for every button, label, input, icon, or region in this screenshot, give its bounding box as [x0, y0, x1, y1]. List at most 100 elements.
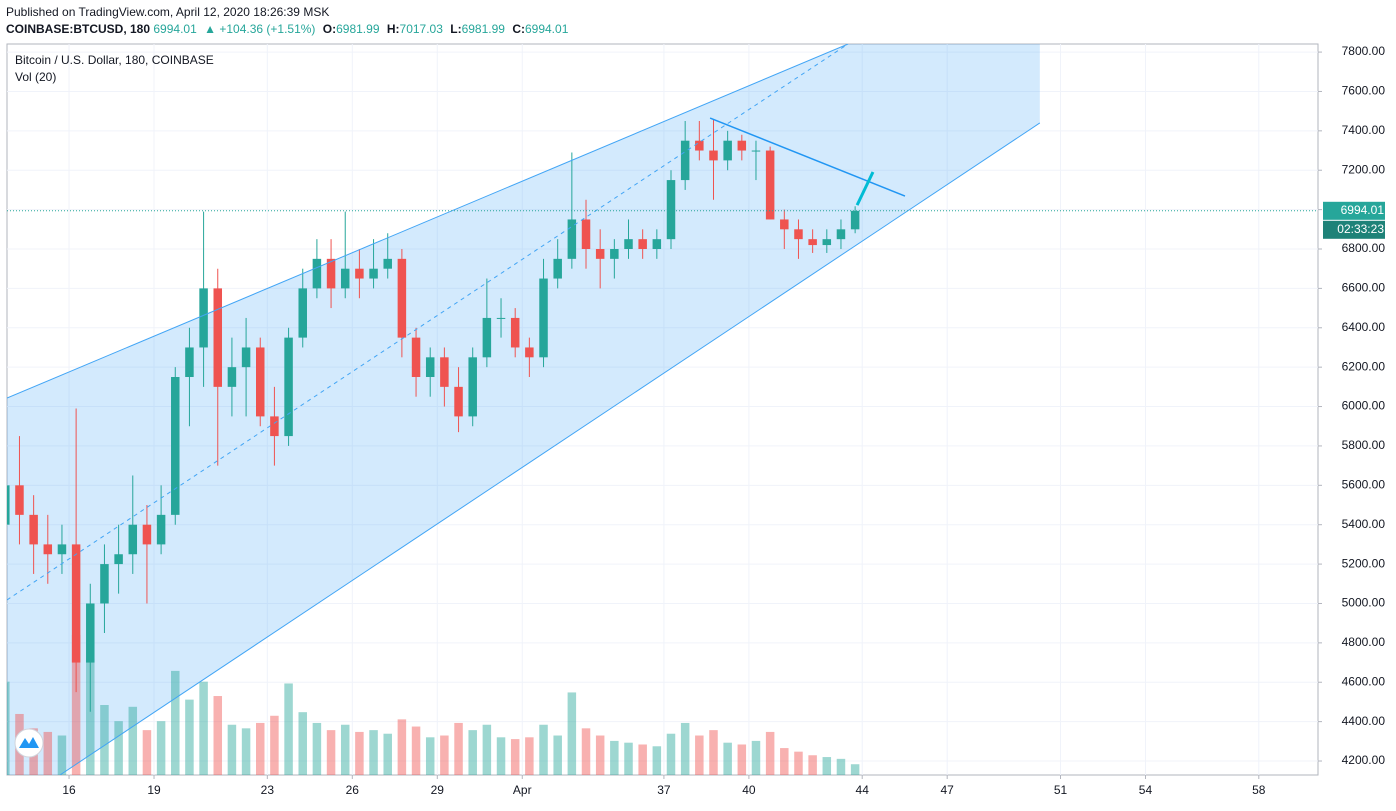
candle-body [340, 268, 350, 289]
volume-bar [355, 731, 364, 775]
candle-body [581, 219, 591, 250]
volume-bar [751, 740, 761, 775]
candle-body [822, 239, 832, 246]
y-tick-label: 5800.00 [1342, 438, 1386, 452]
last-price-box [1323, 201, 1385, 220]
candle-body [71, 544, 81, 663]
candle-body [624, 239, 633, 250]
volume-bar [326, 730, 336, 775]
plot-frame [6, 43, 1319, 776]
countdown-label: 02:33:23 [1337, 222, 1384, 236]
x-tick-label: 44 [856, 783, 870, 797]
candle-body [709, 150, 718, 161]
volume-bar [171, 670, 180, 775]
candle-body [312, 258, 322, 289]
volume-bar [340, 724, 350, 775]
volume-bar [794, 751, 803, 775]
volume-bar [114, 721, 123, 775]
candle-body [850, 210, 860, 230]
candle-body [128, 524, 138, 555]
ohlc-value: 6981.99 [336, 22, 380, 36]
candle-body [751, 150, 761, 152]
volume-bar [652, 746, 662, 775]
candle-body [86, 603, 95, 663]
volume-bar [666, 733, 676, 775]
change: +104.36 (+1.51%) [219, 22, 316, 36]
volume-bar [780, 748, 789, 775]
candle-body [227, 367, 237, 387]
volume-bar [255, 722, 265, 775]
volume-bar [383, 733, 392, 775]
candle-body [29, 514, 38, 545]
volume-bar [440, 735, 449, 775]
volume-bar [822, 757, 832, 775]
candle-body [7, 485, 10, 525]
candle-body [737, 140, 747, 151]
channel-lower [59, 122, 1041, 775]
volume-bar [723, 742, 732, 775]
x-tick-label: 26 [346, 783, 360, 797]
volume-bar [86, 658, 95, 775]
volume-bar [695, 735, 704, 775]
candle-body [425, 357, 435, 378]
y-tick-label: 6800.00 [1342, 241, 1386, 255]
x-tick-label: 58 [1252, 783, 1266, 797]
volume-bar [411, 726, 421, 775]
candle-body [241, 347, 251, 368]
volume-bar [284, 683, 293, 775]
y-tick-label: 5200.00 [1342, 556, 1386, 570]
chart-title: Bitcoin / U.S. Dollar, 180, COINBASE [15, 53, 214, 67]
candle-body [510, 317, 520, 348]
candle-body [553, 258, 562, 279]
volume-bar [709, 730, 718, 775]
published-line: Published on TradingView.com, April 12, … [6, 5, 330, 19]
candle-body [652, 239, 662, 250]
candle-body [270, 416, 279, 437]
candle-body [298, 288, 307, 338]
candle-body [496, 317, 506, 319]
candle-body [284, 337, 293, 437]
volume-bar [142, 730, 152, 775]
candle-body [171, 377, 180, 515]
volume-bar [128, 706, 138, 775]
last-price: 6994.01 [153, 22, 197, 36]
candle-body [114, 554, 123, 565]
candle-body [255, 347, 265, 417]
candle-body [383, 258, 392, 269]
channel-middle [7, 44, 849, 601]
x-tick-label: 54 [1139, 783, 1153, 797]
ohlc-value: 6994.01 [524, 22, 569, 36]
candle-body [43, 544, 53, 555]
candle-body [666, 180, 676, 240]
volume-bar [539, 724, 548, 775]
chart-subtitle: Vol (20) [15, 70, 56, 84]
candle-body [185, 347, 194, 378]
volume-bar [482, 724, 492, 775]
volume-bar [43, 731, 53, 775]
y-tick-label: 7200.00 [1342, 162, 1386, 176]
volume-bar [199, 681, 208, 775]
volume-bar [553, 735, 562, 775]
x-tick-label: 40 [742, 783, 756, 797]
y-tick-label: 7800.00 [1342, 44, 1386, 58]
candle-body [397, 258, 407, 338]
candle-body [836, 229, 846, 240]
volume-bar [71, 635, 81, 775]
change-arrow: ▲ [204, 22, 216, 36]
volume-bar [185, 699, 194, 775]
projection-line [855, 171, 875, 206]
candle-body [723, 140, 732, 161]
y-tick-label: 6600.00 [1342, 281, 1386, 295]
channel-fill [7, 44, 1040, 775]
volume-bar [298, 712, 307, 775]
candle-body [100, 564, 109, 604]
volume-bar [638, 744, 647, 775]
volume-bar [525, 737, 534, 775]
y-tick-label: 5000.00 [1342, 596, 1386, 610]
y-tick-label: 6000.00 [1342, 399, 1386, 413]
volume-bar [624, 742, 633, 775]
candle-body [213, 288, 223, 387]
volume-bar [468, 730, 477, 775]
countdown-box [1323, 220, 1385, 239]
y-tick-label: 4800.00 [1342, 635, 1386, 649]
